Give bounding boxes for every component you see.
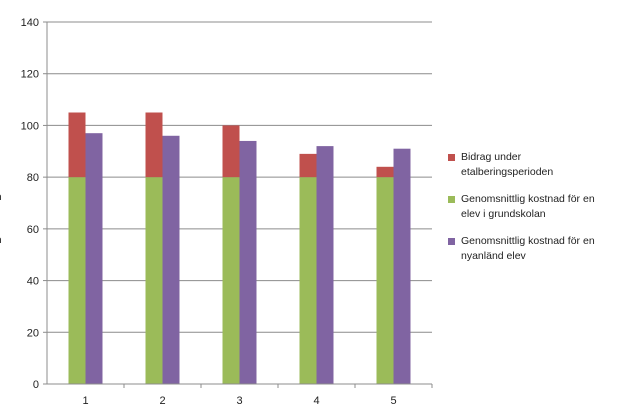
y-tick-label: 60 [27, 224, 39, 236]
x-tick-label: 4 [313, 395, 319, 407]
legend-item: Bidrag under etalberingsperioden [448, 150, 633, 180]
legend: Bidrag under etalberingsperioden Genomsn… [448, 150, 633, 276]
bars [68, 112, 411, 384]
bar-segment-bidrag [145, 112, 163, 178]
bar-segment-grundskolan [222, 177, 240, 384]
legend-swatch [448, 196, 455, 203]
bar-nyanland [85, 133, 103, 384]
y-tick-label: 140 [21, 17, 39, 29]
legend-item: Genomsnittlig kostnad för en elev i grun… [448, 192, 633, 222]
y-tick-label: 20 [27, 327, 39, 339]
cut-off-label: n [0, 235, 2, 246]
bar-segment-bidrag [68, 112, 86, 178]
legend-item: Genomsnittlig kostnad för en nyanländ el… [448, 234, 633, 264]
bar-segment-bidrag [222, 125, 240, 178]
bar-segment-bidrag [299, 153, 317, 178]
y-tick-label: 120 [21, 69, 39, 81]
bar-nyanland [316, 146, 334, 384]
x-tick-label: 1 [82, 395, 88, 407]
legend-swatch [448, 154, 455, 161]
x-tick-label: 5 [390, 395, 396, 407]
y-axis-tick-labels: 0 20 40 60 80 100 120 140 [21, 17, 39, 391]
bar-segment-grundskolan [68, 177, 86, 384]
cut-off-label: n [0, 192, 2, 203]
x-tick-label: 3 [236, 395, 242, 407]
y-tick-label: 0 [33, 379, 39, 391]
legend-label: Genomsnittlig kostnad för en nyanländ el… [461, 235, 595, 262]
axes [46, 22, 433, 388]
bar-segment-bidrag [376, 166, 394, 178]
bar-segment-grundskolan [376, 177, 394, 384]
bar-nyanland [239, 140, 257, 384]
y-tick-label: 80 [27, 172, 39, 184]
bar-segment-grundskolan [145, 177, 163, 384]
bar-nyanland [162, 135, 180, 384]
legend-label: Bidrag under etalberingsperioden [461, 151, 554, 178]
x-tick-label: 2 [159, 395, 165, 407]
y-tick-label: 40 [27, 276, 39, 288]
legend-swatch [448, 238, 455, 245]
y-tick-label: 100 [21, 120, 39, 132]
legend-label: Genomsnittlig kostnad för en elev i grun… [461, 193, 595, 220]
bar-nyanland [393, 148, 411, 384]
x-axis-tick-labels: 1 2 3 4 5 [82, 395, 396, 407]
bar-segment-grundskolan [299, 177, 317, 384]
